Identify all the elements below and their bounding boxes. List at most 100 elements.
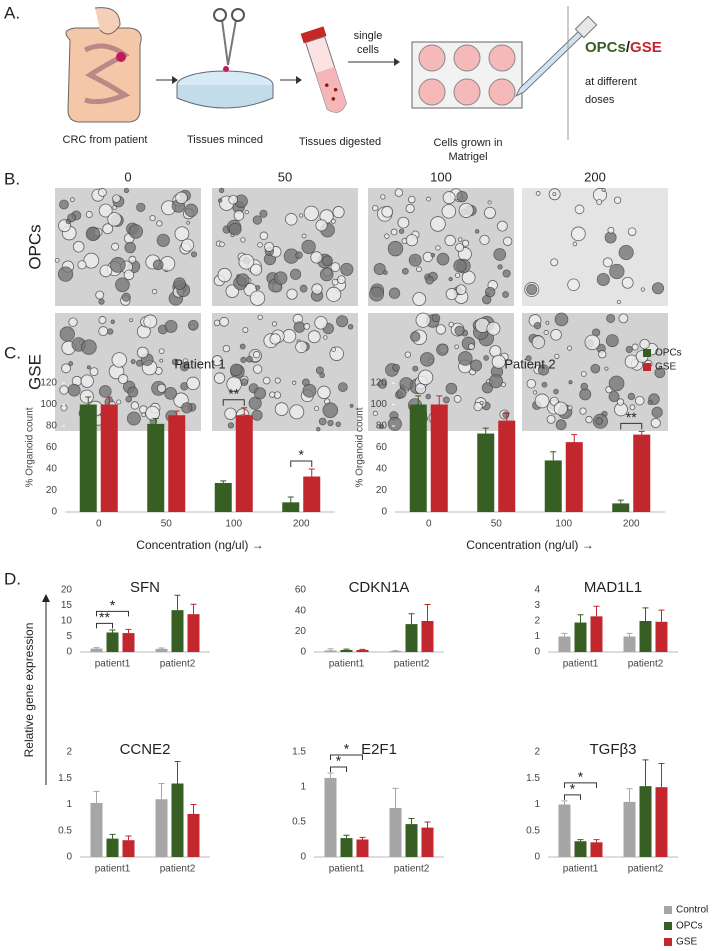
error-bar xyxy=(658,763,665,788)
error-bar xyxy=(190,804,197,814)
organoid xyxy=(479,234,490,246)
error-bar xyxy=(359,648,366,650)
organoid xyxy=(115,277,130,293)
treatment-label: OPCs/GSE xyxy=(585,39,662,56)
organoid xyxy=(500,382,506,388)
organoid xyxy=(127,386,139,398)
y-tick-label: 1.5 xyxy=(526,773,540,784)
significance-label: * xyxy=(110,597,116,613)
organoid xyxy=(377,379,387,389)
organoid xyxy=(240,356,247,364)
organoid xyxy=(448,321,454,328)
bar xyxy=(168,415,186,512)
y-tick-label: 100 xyxy=(40,399,57,410)
significance-bracket xyxy=(96,622,113,629)
organoid xyxy=(269,333,281,345)
error-bar xyxy=(593,839,600,843)
error-bar xyxy=(85,396,92,405)
organoid xyxy=(397,216,410,229)
treatment-note: at different xyxy=(585,76,637,88)
organoid xyxy=(491,354,506,369)
organoid xyxy=(318,417,327,426)
y-tick-label: 0 xyxy=(534,852,540,863)
organoid xyxy=(566,345,573,351)
organoid xyxy=(627,392,636,401)
organoid xyxy=(487,200,492,205)
organoid xyxy=(68,317,78,327)
organoid xyxy=(412,292,427,306)
organoid xyxy=(535,191,541,196)
organoid xyxy=(322,402,339,418)
organoid xyxy=(67,213,76,223)
bar xyxy=(409,404,427,512)
organoid xyxy=(107,328,114,335)
tumor-icon xyxy=(116,52,126,62)
organoid xyxy=(461,270,476,285)
bar xyxy=(122,633,135,652)
organoid xyxy=(123,187,130,194)
organoid xyxy=(394,188,404,197)
bar xyxy=(340,838,353,857)
error-bar xyxy=(638,430,645,435)
organoid xyxy=(54,257,60,263)
error-bar xyxy=(658,609,665,622)
pipette-icon xyxy=(514,29,585,98)
y-tick-label: 0.5 xyxy=(526,825,540,836)
organoid xyxy=(647,399,653,405)
bar xyxy=(214,482,232,512)
bar xyxy=(106,838,119,857)
significance-label: ** xyxy=(626,409,637,425)
bar xyxy=(498,420,516,512)
error-bar xyxy=(642,607,649,621)
organoid xyxy=(553,401,568,416)
organoid xyxy=(392,363,400,372)
x-tick-label: patient1 xyxy=(563,659,599,670)
organoid xyxy=(336,315,349,328)
organoid xyxy=(59,199,69,210)
panel-label: B. xyxy=(4,169,20,188)
organoid xyxy=(579,407,587,415)
row-label: OPCs xyxy=(25,224,44,269)
organoid xyxy=(290,268,302,280)
organoid xyxy=(624,354,639,369)
organoid xyxy=(259,209,268,218)
organoid xyxy=(316,427,321,432)
bar xyxy=(623,801,636,857)
organoid xyxy=(77,260,87,270)
organoid xyxy=(608,375,625,392)
well xyxy=(418,44,446,72)
organoid xyxy=(606,313,616,323)
significance-bracket xyxy=(564,782,597,788)
organoid xyxy=(426,196,431,202)
organoid xyxy=(381,205,394,218)
y-tick-label: 40 xyxy=(46,464,58,475)
organoid xyxy=(219,316,230,327)
organoid xyxy=(618,244,634,261)
organoid xyxy=(407,195,416,204)
error-bar xyxy=(343,648,350,650)
cell-dot xyxy=(331,97,336,101)
organoid xyxy=(250,263,263,276)
scissors-icon xyxy=(213,8,227,22)
error-bar xyxy=(190,603,197,615)
organoid xyxy=(262,376,271,385)
significance-label: * xyxy=(336,753,342,769)
organoid xyxy=(616,398,625,406)
well xyxy=(453,78,481,106)
x-tick-label: patient2 xyxy=(160,659,196,670)
x-tick-label: patient2 xyxy=(160,864,196,875)
organoid xyxy=(372,204,379,212)
bar xyxy=(147,423,165,512)
organoid xyxy=(332,206,345,219)
organoid xyxy=(488,374,503,389)
bar xyxy=(340,649,353,652)
tissue-icon xyxy=(223,66,229,72)
organoid xyxy=(249,290,266,306)
stomach-icon xyxy=(94,7,121,35)
organoid xyxy=(580,382,589,391)
y-tick-label: 60 xyxy=(295,585,307,596)
organoid xyxy=(553,388,559,395)
bar xyxy=(430,404,448,512)
organoid xyxy=(184,203,198,218)
organoid xyxy=(387,416,402,431)
